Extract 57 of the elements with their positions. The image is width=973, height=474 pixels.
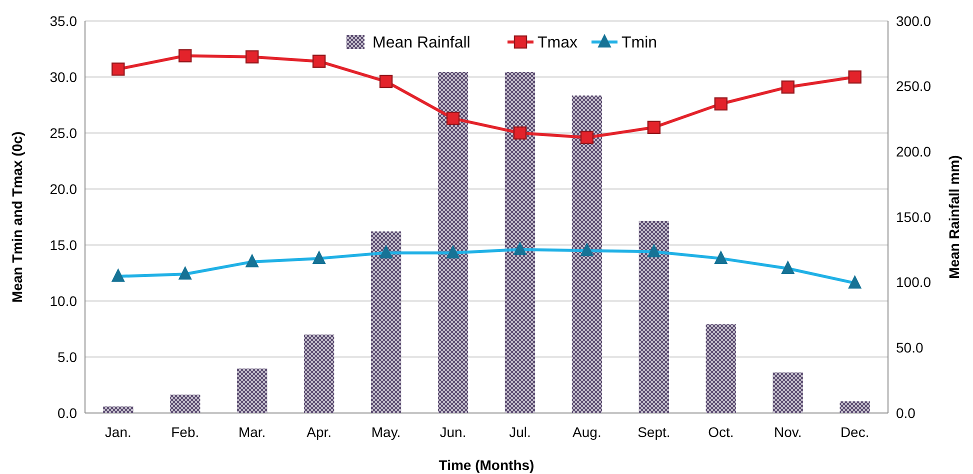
y2-tick-label: 250.0	[896, 78, 932, 94]
y-tick-label: 5.0	[58, 348, 78, 365]
y-tick-label: 25.0	[50, 124, 78, 141]
x-tick-label: Jun.	[440, 424, 466, 440]
bar	[304, 334, 334, 413]
point	[848, 70, 862, 84]
y-tick-label: 10.0	[50, 292, 78, 309]
y2-tick-label: 150.0	[896, 208, 932, 225]
bar	[504, 72, 536, 413]
point	[647, 120, 661, 134]
x-axis-title: Time (Months)	[438, 457, 534, 473]
y2-tick-label: 50.0	[896, 340, 924, 356]
point	[178, 49, 192, 62]
legend-label: Mean Rainfall	[372, 34, 470, 52]
bar	[638, 220, 669, 413]
y2-tick-label: 300.0	[896, 12, 932, 29]
bar	[438, 72, 468, 413]
bar	[706, 324, 736, 413]
bar	[103, 406, 134, 413]
x-tick-label: Feb.	[171, 424, 200, 440]
x-tick-label: Oct.	[708, 424, 734, 440]
x-tick-label: Sept.	[638, 424, 670, 440]
y-tick-label: 0.0	[58, 404, 78, 421]
y2-tick-label: 200.0	[896, 144, 932, 160]
point	[112, 62, 125, 76]
legend-label: Tmin	[622, 34, 658, 52]
bar	[237, 368, 268, 413]
point	[714, 97, 728, 110]
y-tick-label: 15.0	[50, 236, 78, 253]
y2-tick-label: 100.0	[896, 274, 932, 290]
point	[513, 126, 527, 140]
x-tick-label: Mar.	[238, 424, 266, 440]
y-tick-label: 35.0	[50, 12, 78, 29]
x-tick-label: Jan.	[104, 424, 132, 440]
y2-axis-title: Mean Rainfall mm)	[946, 155, 962, 279]
x-tick-label: Apr.	[306, 424, 332, 440]
point	[781, 80, 794, 94]
y-axis-title: Mean Tmin and Tmax (0c)	[9, 131, 25, 303]
y-tick-label: 30.0	[50, 68, 78, 85]
point	[379, 74, 393, 88]
point	[580, 130, 594, 144]
legend-label: Tmax	[538, 34, 578, 52]
bar	[772, 372, 803, 413]
x-tick-label: Jul.	[509, 424, 531, 440]
bar	[170, 394, 200, 413]
bar	[370, 231, 402, 413]
x-tick-label: Aug.	[572, 424, 602, 440]
x-tick-label: Dec.	[840, 424, 870, 440]
point	[446, 112, 460, 126]
bar	[572, 95, 602, 413]
x-tick-label: May.	[371, 424, 401, 440]
point	[312, 54, 326, 68]
bar	[840, 401, 870, 413]
y-tick-label: 20.0	[50, 180, 78, 197]
y2-tick-label: 0.0	[896, 404, 916, 421]
x-tick-label: Nov.	[774, 424, 802, 440]
point	[245, 50, 259, 64]
